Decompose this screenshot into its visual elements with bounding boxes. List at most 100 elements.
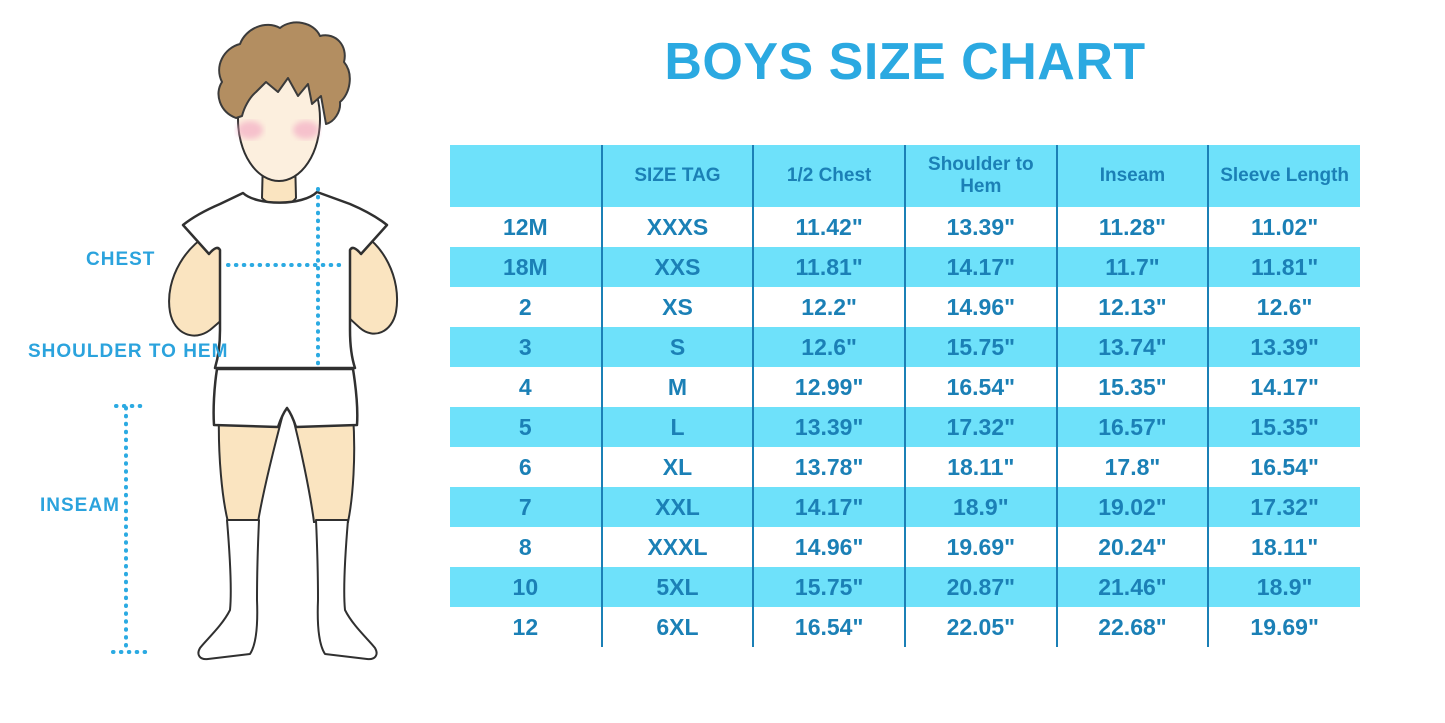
cell: 14.17" <box>752 487 905 527</box>
cell: 22.05" <box>903 607 1057 647</box>
table-row: 4 M 12.99" 16.54" 15.35" 14.17" <box>450 367 1360 407</box>
cell: 14.96" <box>903 287 1057 327</box>
cell: 15.35" <box>1207 407 1360 447</box>
cell: 13.74" <box>1055 327 1209 367</box>
left-sock <box>197 519 260 661</box>
table-row: 2 XS 12.2" 14.96" 12.13" 12.6" <box>450 287 1360 327</box>
hair <box>217 21 351 125</box>
chest-label: CHEST <box>86 249 156 270</box>
cell: 12.99" <box>752 367 905 407</box>
size-table-body: 12M XXXS 11.42" 13.39" 11.28" 11.02" 18M XXS 11… <box>450 207 1360 647</box>
cell: 11.42" <box>752 207 905 247</box>
cell: 11.81" <box>1207 247 1360 287</box>
header-size-tag: SIZE TAG <box>600 145 754 207</box>
measurement-figure: CHEST SHOULDER TO HEM INSEAM <box>0 0 450 723</box>
size-table-header: SIZE TAG 1/2 Chest Shoulder to Hem Insea… <box>450 145 1360 207</box>
table-row: 18M XXS 11.81" 14.17" 11.7" 11.81" <box>450 247 1360 287</box>
cell: XXXL <box>600 527 754 567</box>
cell: 5XL <box>600 567 754 607</box>
cell: 22.68" <box>1055 607 1209 647</box>
cell: 11.28" <box>1055 207 1209 247</box>
boy-figure-illustration <box>111 21 399 661</box>
inseam-label: INSEAM <box>40 495 120 516</box>
table-row: 10 5XL 15.75" 20.87" 21.46" 18.9" <box>450 567 1360 607</box>
cell: M <box>600 367 754 407</box>
cell: 16.54" <box>752 607 905 647</box>
page-title: BOYS SIZE CHART <box>664 33 1146 91</box>
cell: 18.11" <box>903 447 1057 487</box>
cell: 12M <box>450 207 602 247</box>
cell: 12.2" <box>752 287 905 327</box>
header-inseam: Inseam <box>1055 145 1209 207</box>
cell: 11.81" <box>752 247 905 287</box>
table-row: 6 XL 13.78" 18.11" 17.8" 16.54" <box>450 447 1360 487</box>
cell: 13.39" <box>752 407 905 447</box>
cell: 10 <box>450 567 602 607</box>
cell: 18.9" <box>903 487 1057 527</box>
header-half-chest: 1/2 Chest <box>752 145 905 207</box>
cell: 21.46" <box>1055 567 1209 607</box>
table-row: 5 L 13.39" 17.32" 16.57" 15.35" <box>450 407 1360 447</box>
cell: 18M <box>450 247 602 287</box>
table-row: 12M XXXS 11.42" 13.39" 11.28" 11.02" <box>450 207 1360 247</box>
cell: 16.57" <box>1055 407 1209 447</box>
cell: 19.69" <box>903 527 1057 567</box>
cell: 6XL <box>600 607 754 647</box>
cell: 15.35" <box>1055 367 1209 407</box>
cell: 13.78" <box>752 447 905 487</box>
cell: 16.54" <box>903 367 1057 407</box>
cell: 12 <box>450 607 602 647</box>
cell: L <box>600 407 754 447</box>
cell: 14.17" <box>1207 367 1360 407</box>
cell: 20.87" <box>903 567 1057 607</box>
table-row: 12 6XL 16.54" 22.05" 22.68" 19.69" <box>450 607 1360 647</box>
cell: 18.11" <box>1207 527 1360 567</box>
header-shoulder-hem: Shoulder to Hem <box>903 145 1057 207</box>
cell: 13.39" <box>903 207 1057 247</box>
cell: 15.75" <box>752 567 905 607</box>
cell: 19.02" <box>1055 487 1209 527</box>
cell: 13.39" <box>1207 327 1360 367</box>
cell: 17.32" <box>903 407 1057 447</box>
cell: 17.8" <box>1055 447 1209 487</box>
cell: 12.13" <box>1055 287 1209 327</box>
cell: 7 <box>450 487 602 527</box>
table-row: 7 XXL 14.17" 18.9" 19.02" 17.32" <box>450 487 1360 527</box>
cell: S <box>600 327 754 367</box>
table-row: 8 XXXL 14.96" 19.69" 20.24" 18.11" <box>450 527 1360 567</box>
shorts <box>212 367 359 429</box>
cell: 12.6" <box>752 327 905 367</box>
cell: 11.7" <box>1055 247 1209 287</box>
cell: 19.69" <box>1207 607 1360 647</box>
cell: XXXS <box>600 207 754 247</box>
cell: 14.96" <box>752 527 905 567</box>
cell: XL <box>600 447 754 487</box>
cell: 12.6" <box>1207 287 1360 327</box>
table-row: 3 S 12.6" 15.75" 13.74" 13.39" <box>450 327 1360 367</box>
cell: 8 <box>450 527 602 567</box>
size-table: SIZE TAG 1/2 Chest Shoulder to Hem Insea… <box>450 145 1360 647</box>
cell: 15.75" <box>903 327 1057 367</box>
cell: XXL <box>600 487 754 527</box>
cell: 14.17" <box>903 247 1057 287</box>
blush-right <box>293 121 319 139</box>
cell: 18.9" <box>1207 567 1360 607</box>
cell: 6 <box>450 447 602 487</box>
cell: 2 <box>450 287 602 327</box>
tshirt <box>181 190 389 370</box>
blush-left <box>237 121 263 139</box>
cell: 20.24" <box>1055 527 1209 567</box>
cell: 16.54" <box>1207 447 1360 487</box>
cell: XS <box>600 287 754 327</box>
header-row: SIZE TAG 1/2 Chest Shoulder to Hem Insea… <box>450 145 1360 207</box>
header-sleeve-length: Sleeve Length <box>1207 145 1360 207</box>
cell: XXS <box>600 247 754 287</box>
cell: 5 <box>450 407 602 447</box>
right-sock <box>315 519 378 661</box>
cell: 4 <box>450 367 602 407</box>
header-size <box>450 145 602 207</box>
cell: 17.32" <box>1207 487 1360 527</box>
shoulder-to-hem-label: SHOULDER TO HEM <box>28 341 229 362</box>
cell: 3 <box>450 327 602 367</box>
